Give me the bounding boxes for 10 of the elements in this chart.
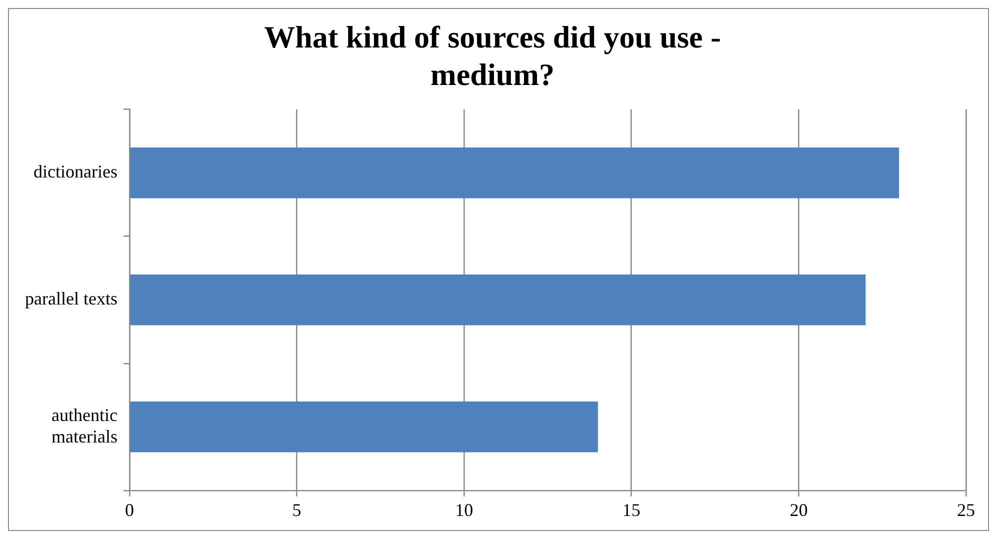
x-tick-label: 0 (124, 500, 134, 520)
x-tick-label: 25 (957, 500, 975, 520)
y-tick-label: authentic materials (51, 404, 118, 446)
y-tick-label: parallel texts (24, 288, 118, 309)
x-tick-label: 5 (292, 500, 302, 520)
x-tick-label: 15 (622, 500, 640, 520)
y-tick-label: dictionaries (33, 162, 118, 182)
chart-title: What kind of sources did you use - medium? (264, 20, 721, 92)
x-tick-label: 10 (455, 500, 474, 520)
x-tick-label: 20 (790, 500, 808, 520)
